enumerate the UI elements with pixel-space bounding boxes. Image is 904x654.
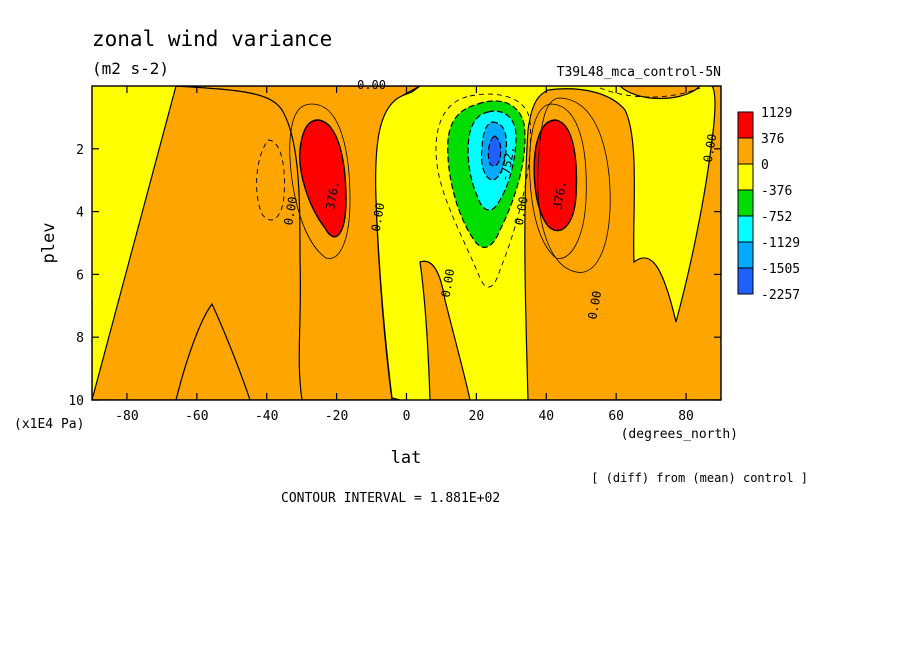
colorbar-swatch	[737, 215, 754, 243]
x-axis-label: lat	[391, 448, 422, 468]
x-tick-label: 80	[678, 409, 694, 424]
colorbar-label: -1505	[761, 262, 800, 277]
colorbar-swatch	[737, 241, 754, 269]
diff-note: [ (diff) from (mean) control ]	[591, 471, 808, 485]
y-tick-label: 8	[76, 331, 84, 346]
contour-label: 376.	[323, 180, 342, 211]
colorbar-swatch	[737, 189, 754, 217]
colorbar-label: 0	[761, 158, 769, 173]
colorbar-label: 1129	[761, 106, 792, 121]
y-tick-label: 4	[76, 206, 84, 221]
y-axis-units: (x1E4 Pa)	[14, 417, 84, 432]
y-axis: 2 4 6 8 10	[68, 143, 721, 409]
plot-area	[92, 86, 721, 400]
colorbar-label: -752	[761, 210, 792, 225]
x-axis-units: (degrees_north)	[621, 427, 738, 442]
x-tick-label: 0	[403, 409, 411, 424]
contour-ring-south	[289, 103, 351, 259]
x-tick-label: -40	[255, 409, 278, 424]
contour-label: 0.00	[369, 202, 388, 233]
contour-label: 0.00	[585, 290, 604, 321]
contour-label: -752.	[497, 145, 517, 183]
contour-dashed-equator	[435, 93, 532, 288]
contour-label: 0.00	[439, 268, 458, 299]
positive-region-south-main	[175, 86, 421, 400]
colorbar-swatch	[737, 267, 754, 295]
contour-label: 376.	[550, 180, 569, 211]
y-axis-label: plev	[39, 223, 59, 264]
contour-ring-north-outer	[537, 97, 611, 273]
colorbar-label: -2257	[761, 288, 800, 303]
negative-region-blue	[487, 135, 502, 167]
colorbar-label: -376	[761, 184, 792, 199]
contour-label: 0.00	[512, 195, 531, 226]
x-tick-label: -60	[185, 409, 208, 424]
colorbar-swatch	[737, 137, 754, 165]
contour-labels: 0.00 0.00 376. 0.00 0.00 -752. 0.00 376. 0.00 0.0…	[281, 78, 719, 320]
colorbar-swatch	[737, 163, 754, 191]
x-tick-label: 40	[538, 409, 554, 424]
x-tick-label: 20	[469, 409, 485, 424]
colorbar: 1129 376 0 -376 -752 -1129 -1505 -2257	[737, 106, 800, 303]
positive-region-top-right	[619, 86, 701, 100]
chart-title: zonal wind variance	[92, 27, 332, 51]
red-core-south	[299, 119, 347, 238]
contour-label: 0.00	[357, 78, 386, 92]
colorbar-label: 376	[761, 132, 784, 147]
colorbar-swatch	[737, 111, 754, 139]
colorbar-label: -1129	[761, 236, 800, 251]
x-tick-label: -20	[325, 409, 348, 424]
positive-region-southwest	[175, 302, 251, 400]
y-tick-label: 6	[76, 268, 84, 283]
experiment-label: T39L48_mca_control-5N	[557, 65, 721, 80]
y-tick-label: 10	[68, 394, 84, 409]
contour-interval: CONTOUR INTERVAL = 1.881E+02	[281, 491, 500, 506]
x-tick-label: -80	[115, 409, 138, 424]
x-axis: -80 -60 -40 -20 0 20 40 60 80	[115, 86, 694, 424]
positive-region-equatorial	[419, 260, 471, 400]
contour-label: 0.00	[281, 195, 300, 226]
contour-label: 0.00	[701, 133, 720, 164]
contour-dashed-top	[599, 87, 701, 98]
x-tick-label: 60	[608, 409, 624, 424]
red-core-north	[533, 119, 578, 232]
chart-units: (m2 s-2)	[92, 59, 169, 78]
y-tick-label: 2	[76, 143, 84, 158]
